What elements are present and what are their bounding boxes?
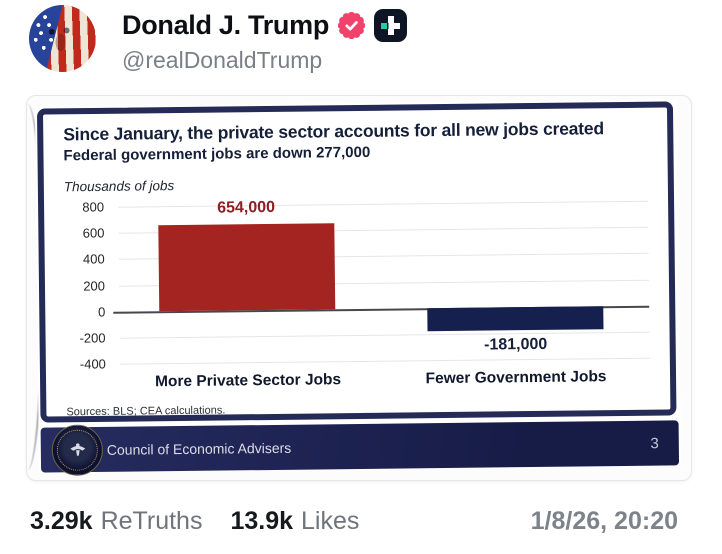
cea-seal-icon — [51, 423, 104, 476]
category-labels: More Private Sector Jobs Fewer Government… — [114, 368, 650, 392]
footer-page-number: 3 — [650, 434, 659, 452]
author-display-name[interactable]: Donald J. Trump — [122, 10, 330, 40]
retruths-label[interactable]: ReTruths — [100, 507, 203, 535]
y-tick-label: 0 — [97, 304, 106, 320]
chart-panel: Since January, the private sector accoun… — [36, 101, 677, 423]
avatar[interactable] — [29, 5, 96, 72]
y-tick-label: 200 — [83, 277, 106, 294]
bar-0 — [157, 223, 336, 311]
slide-footer-bar: Council of Economic Advisers 3 — [40, 420, 680, 476]
likes-count[interactable]: 13.9k — [230, 507, 294, 535]
chart-plot: 800 600 400 200 0 -200 -400 654,000 -181,000 — [79, 199, 650, 372]
category-label: More Private Sector Jobs — [154, 371, 342, 391]
sources-note: Sources: BLS; CEA calculations. — [66, 404, 226, 419]
bar-1 — [426, 305, 604, 332]
gridline — [119, 357, 650, 365]
footer-org-label: Council of Economic Advisers — [106, 439, 292, 458]
post-stats-row: 3.29k ReTruths 13.9k Likes 1/8/26, 20:20 — [30, 507, 678, 536]
retruths-count[interactable]: 3.29k — [30, 507, 93, 535]
truth-social-plus-icon — [374, 9, 408, 42]
y-tick-label: 800 — [82, 199, 105, 215]
y-tick-label: -200 — [79, 330, 106, 346]
post-media-image[interactable]: Since January, the private sector accoun… — [26, 95, 692, 481]
plus-teal-square — [381, 22, 388, 29]
y-tick-label: 400 — [82, 251, 105, 267]
gridline — [118, 200, 649, 208]
bar-value-label: 654,000 — [217, 199, 276, 217]
author-row: Donald J. Trump — [122, 9, 408, 42]
y-tick-label: 600 — [82, 225, 105, 241]
y-tick-label: -400 — [79, 356, 106, 372]
author-handle[interactable]: @realDonaldTrump — [122, 47, 323, 73]
gridline — [119, 331, 650, 339]
plus-horizontal-bar — [381, 22, 401, 29]
bar-value-label: -181,000 — [483, 336, 548, 354]
category-label: Fewer Government Jobs — [425, 368, 607, 388]
post-timestamp[interactable]: 1/8/26, 20:20 — [530, 507, 678, 535]
likes-label[interactable]: Likes — [301, 507, 360, 535]
chart-slide: Since January, the private sector accoun… — [34, 99, 682, 476]
eagle-icon — [69, 443, 85, 456]
axis-unit-label: Thousands of jobs — [63, 178, 175, 195]
verified-badge-icon — [338, 12, 366, 39]
